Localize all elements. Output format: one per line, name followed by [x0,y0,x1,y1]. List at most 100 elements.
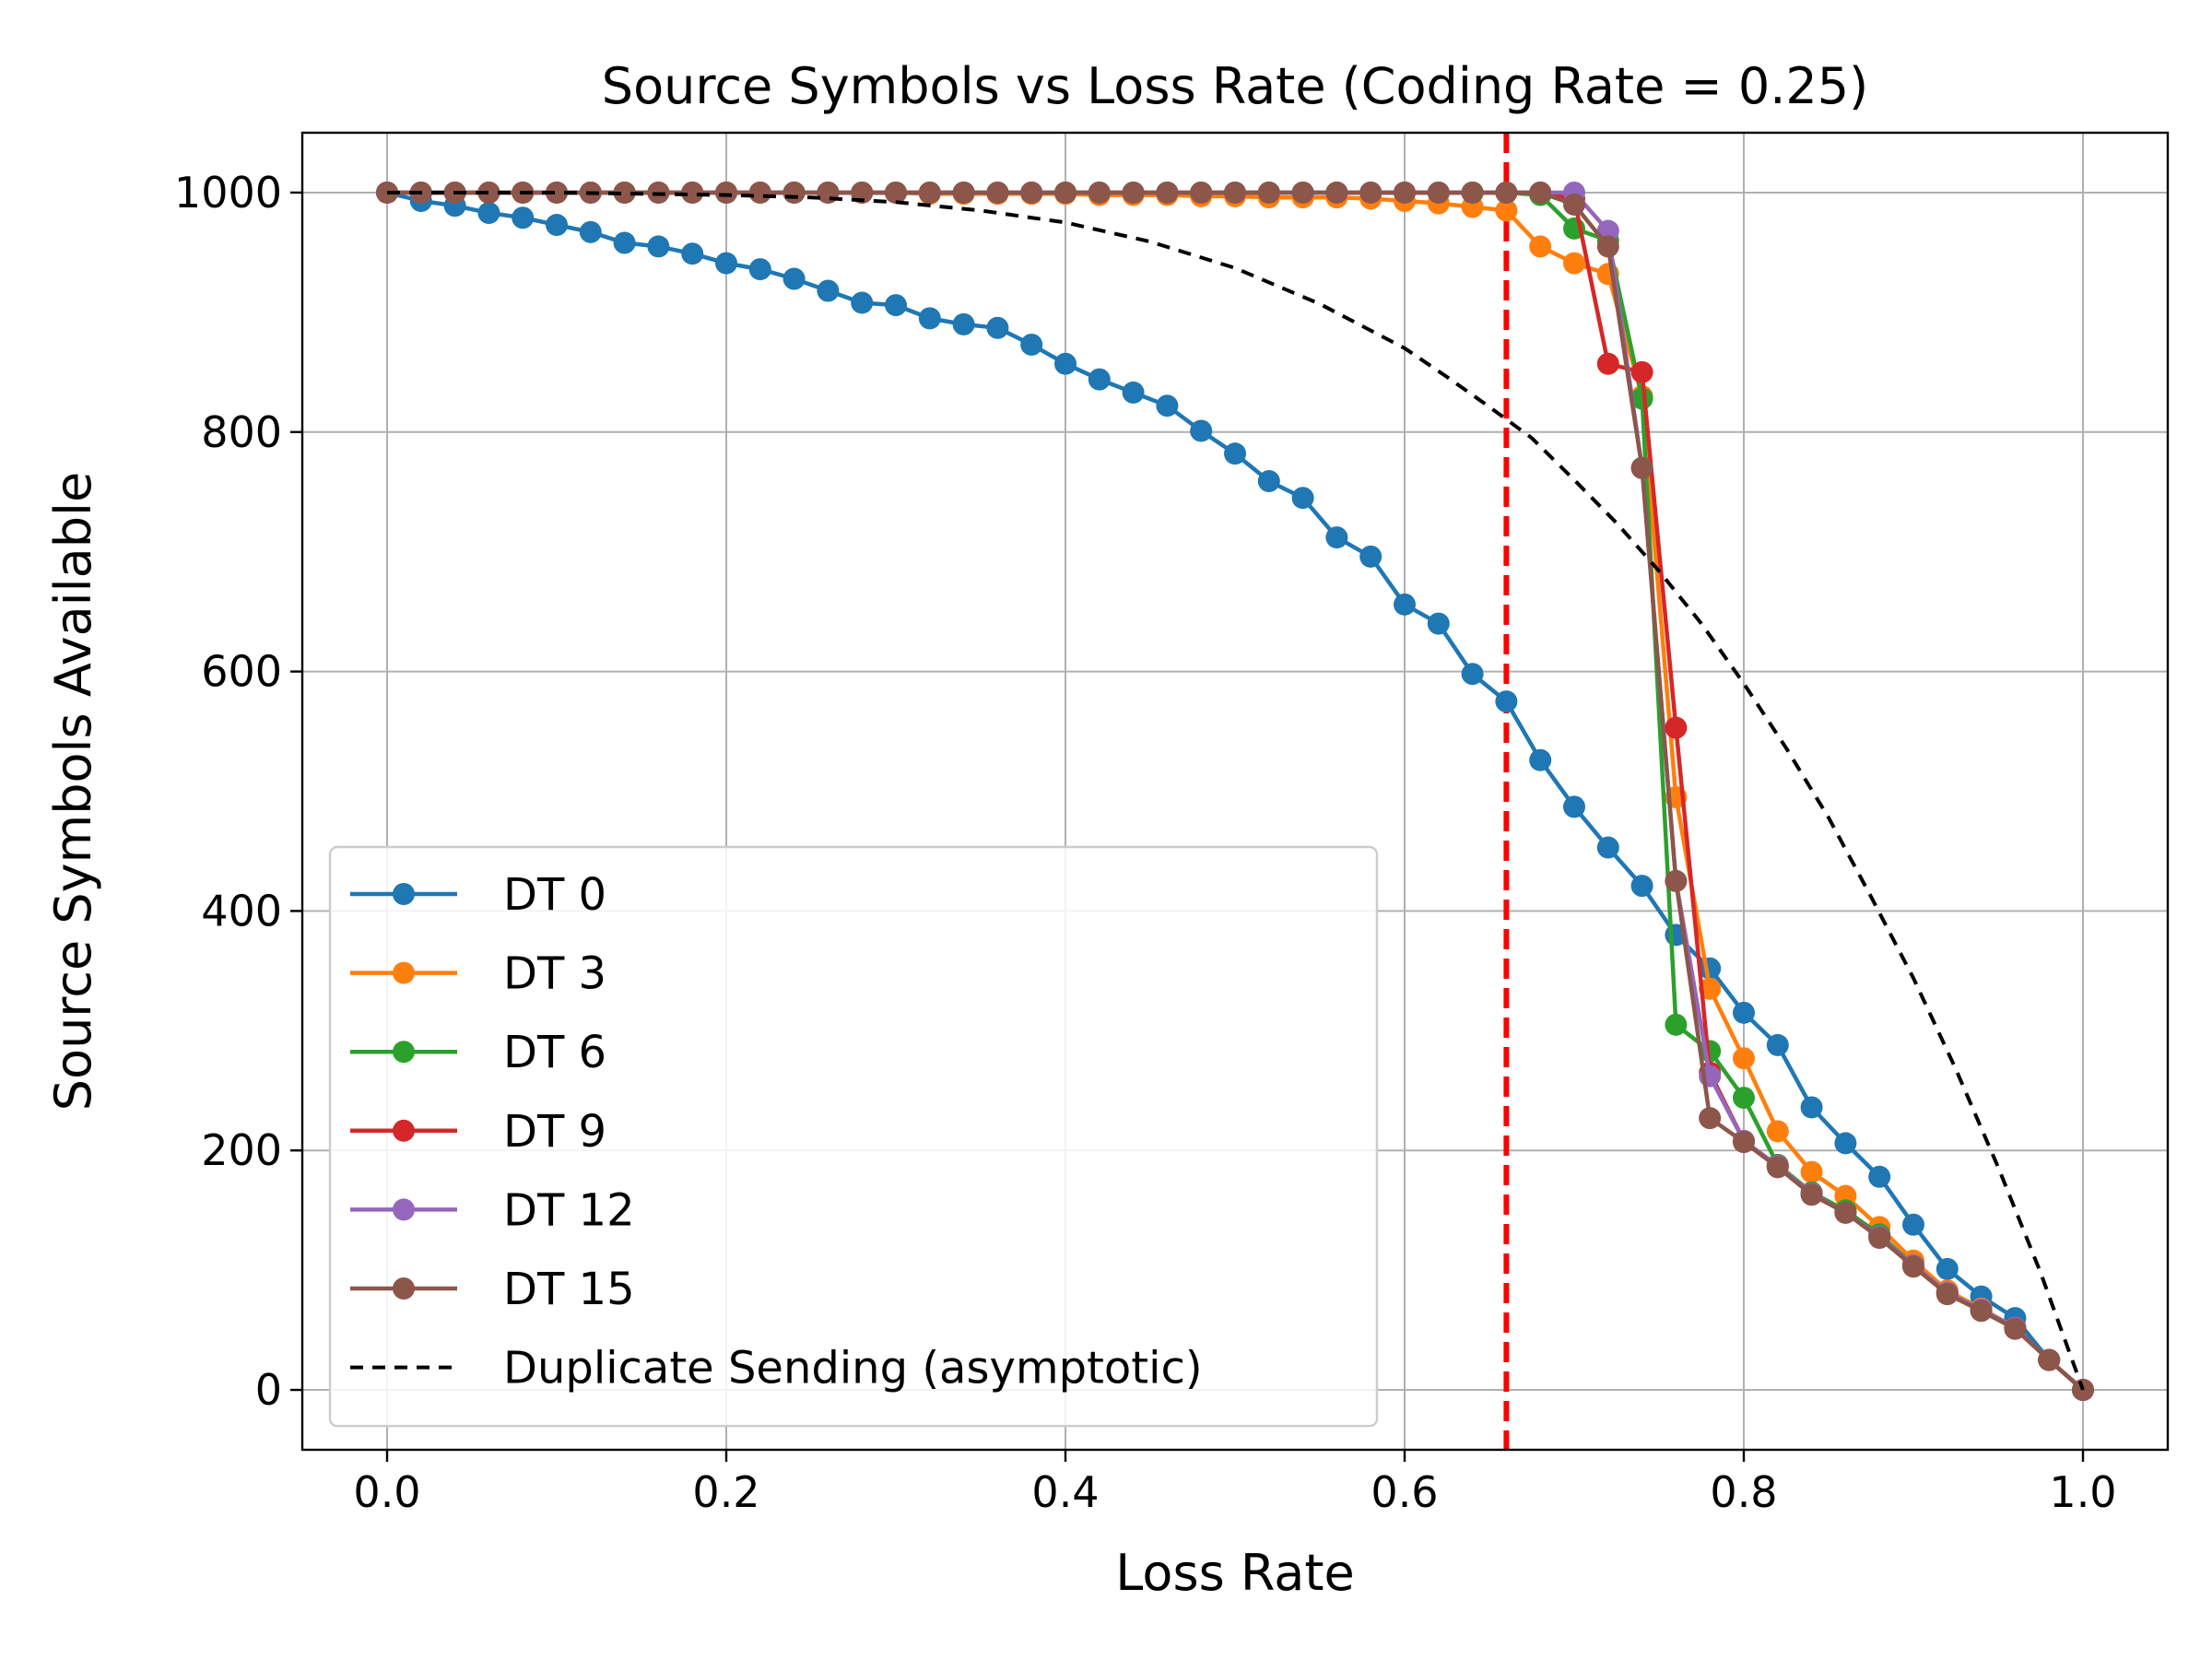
data-point [1427,612,1450,635]
legend-entry-label: DT 3 [503,948,606,1000]
data-point [1257,181,1280,204]
data-point [1122,181,1145,204]
legend-entry-label: DT 15 [503,1264,635,1315]
series-dt-0 [376,181,2094,1402]
data-point [1766,1120,1789,1143]
data-point [1733,1131,1755,1154]
data-point [1970,1300,1993,1323]
y-tick-label: 600 [201,647,282,697]
data-point [546,214,568,237]
legend-box [328,845,1379,1428]
data-point [1868,1227,1891,1250]
legend-swatch-marker [393,1041,415,1064]
data-point [1359,545,1382,568]
legend-swatch-marker [393,1277,415,1300]
legend-entry-label: DT 12 [503,1184,635,1236]
data-point [2072,1379,2094,1402]
data-point [647,235,670,258]
data-point [851,291,874,314]
data-point [1733,1087,1755,1110]
data-point [1563,795,1585,818]
x-tick-label: 1.0 [2049,1467,2116,1517]
data-point [1427,181,1450,204]
data-point [512,206,535,229]
legend-swatch-marker [393,961,415,984]
data-point [1461,663,1484,686]
data-point [1563,193,1585,216]
data-point [1122,381,1145,404]
x-tick-label: 0.2 [692,1467,759,1517]
data-point [1733,1001,1755,1024]
y-axis-title: Source Symbols Available [44,472,102,1112]
data-point [1665,716,1688,739]
legend-entry-label: DT 9 [503,1106,606,1158]
data-point [715,252,737,275]
data-point [952,181,975,204]
data-point [1699,977,1722,1000]
data-point [1834,1201,1857,1224]
data-point [1902,1213,1924,1236]
legend-entry-label: DT 6 [503,1027,606,1078]
data-point [613,181,636,204]
data-point [1156,394,1179,418]
axis-ticks: 0.0 0.2 0.4 0.6 0.8 1.0 0 200 400 600 800 1000 [174,168,2117,1517]
data-point [2038,1348,2061,1371]
data-point [1596,352,1619,375]
data-point [1359,181,1382,204]
data-point [1596,235,1619,258]
data-point [681,242,704,265]
data-point [1630,387,1653,410]
data-point [477,181,500,204]
data-point [986,181,1009,204]
data-point [1020,181,1043,204]
data-point [1325,526,1348,549]
data-point [1630,456,1653,479]
data-point [748,258,771,281]
y-tick-label: 200 [201,1125,282,1175]
data-point [1733,1047,1755,1070]
data-point [681,181,704,204]
data-point [986,316,1009,339]
data-point [1190,419,1213,442]
data-point [1224,442,1246,465]
legend: DT 0 DT 3 DT 6 DT 9 DT 12 DT 15 Duplicate Send… [328,845,1379,1428]
data-point [1156,181,1179,204]
series-layer [376,181,2094,1402]
series-dt-15 [376,181,2094,1402]
data-point [1054,181,1077,204]
legend-entry-label: Duplicate Sending (asymptotic) [503,1343,1203,1394]
data-point [1088,181,1111,204]
data-point [1394,593,1416,616]
data-point [1665,1013,1688,1036]
data-point [1529,748,1552,771]
data-point [1936,1257,1959,1280]
data-point [579,220,602,243]
data-point [1190,181,1213,204]
legend-swatch-marker [393,1119,415,1142]
y-tick-label: 0 [255,1365,282,1415]
data-point [1563,252,1585,275]
data-point [918,181,941,204]
data-point [1868,1165,1891,1188]
data-point [1394,181,1416,204]
data-point [715,181,737,204]
data-point [1766,1156,1789,1179]
x-tick-label: 0.0 [353,1467,420,1517]
data-point [1291,487,1314,510]
data-point [782,181,806,204]
legend-swatch-marker [393,1198,415,1221]
series-line [387,191,2085,1391]
data-point [1630,875,1653,898]
data-point [1495,199,1518,222]
data-point [1088,368,1111,391]
data-point [817,279,840,302]
data-point [1529,181,1552,204]
data-point [782,267,806,290]
chart-title: Source Symbols vs Loss Rate (Coding Rate… [602,57,1868,115]
x-tick-label: 0.6 [1371,1467,1438,1517]
data-point [748,181,771,204]
data-point [1291,181,1314,204]
data-point [952,312,975,335]
y-tick-label: 800 [201,407,282,457]
